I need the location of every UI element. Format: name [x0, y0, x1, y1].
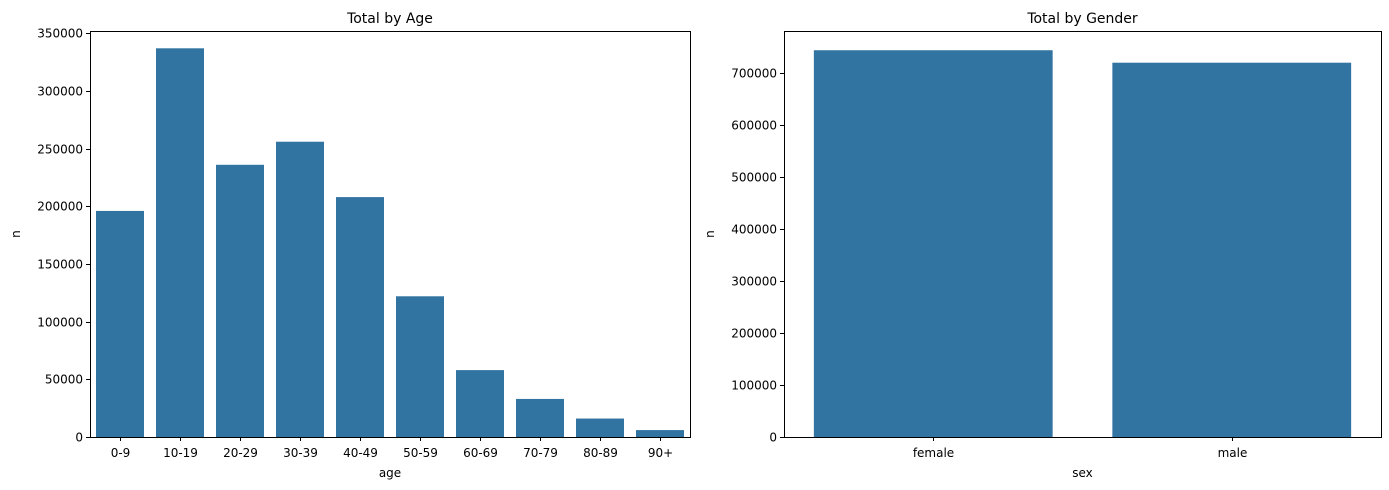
bar-20-29 — [216, 164, 264, 437]
y-tick-label: 700000 — [731, 67, 777, 81]
y-axis-label: n — [9, 230, 23, 238]
y-tick-label: 300000 — [37, 85, 83, 99]
y-tick-label: 500000 — [731, 171, 777, 185]
chart-title: Total by Gender — [1026, 11, 1138, 27]
x-tick-label: 50-59 — [403, 446, 438, 460]
bar-60-69 — [456, 370, 504, 437]
bar-female — [813, 50, 1053, 437]
chart-2: 0 100000 200000 300000 400000 500000 600000 700… — [703, 11, 1382, 480]
x-axis-label: sex — [1072, 466, 1093, 480]
bar-80-89 — [576, 418, 624, 437]
y-tick-label: 200000 — [37, 200, 83, 214]
bar-10-19 — [156, 48, 204, 437]
bar-30-39 — [276, 141, 324, 437]
y-tick-label: 0 — [769, 431, 777, 445]
y-tick-label: 100000 — [731, 379, 777, 393]
x-tick-label: 40-49 — [343, 446, 378, 460]
x-tick-label: 20-29 — [223, 446, 258, 460]
bar-0-9 — [96, 210, 144, 437]
y-tick-label: 300000 — [731, 275, 777, 289]
x-tick-label: 60-69 — [463, 446, 498, 460]
plot-frame — [784, 31, 1382, 438]
y-tick-label: 150000 — [37, 258, 83, 272]
x-tick-label: 0-9 — [111, 446, 131, 460]
x-tick-label: 90+ — [648, 446, 673, 460]
bar-70-79 — [516, 398, 564, 437]
x-tick-label: 80-89 — [583, 446, 618, 460]
chart-1: 0 50000 100000 150000 200000 250000 300000 3500… — [9, 11, 691, 480]
x-tick-label: female — [913, 446, 954, 460]
bar-male — [1112, 62, 1352, 437]
y-tick-label: 100000 — [37, 316, 83, 330]
y-tick-label: 200000 — [731, 327, 777, 341]
y-tick-label: 350000 — [37, 27, 83, 41]
x-axis-label: age — [379, 466, 401, 480]
chart-title: Total by Age — [346, 11, 433, 27]
x-tick-label: 70-79 — [523, 446, 558, 460]
y-tick-label: 50000 — [45, 373, 83, 387]
plot-frame — [90, 31, 691, 438]
y-axis-label: n — [703, 230, 717, 238]
x-tick-label: 10-19 — [163, 446, 198, 460]
y-tick-label: 0 — [75, 431, 83, 445]
x-tick-label: 30-39 — [283, 446, 318, 460]
y-tick-label: 250000 — [37, 143, 83, 157]
y-tick-label: 600000 — [731, 119, 777, 133]
bar-40-49 — [336, 197, 384, 437]
x-tick-label: male — [1218, 446, 1248, 460]
bar-90+ — [636, 430, 684, 437]
y-tick-label: 400000 — [731, 223, 777, 237]
bar-50-59 — [396, 296, 444, 437]
